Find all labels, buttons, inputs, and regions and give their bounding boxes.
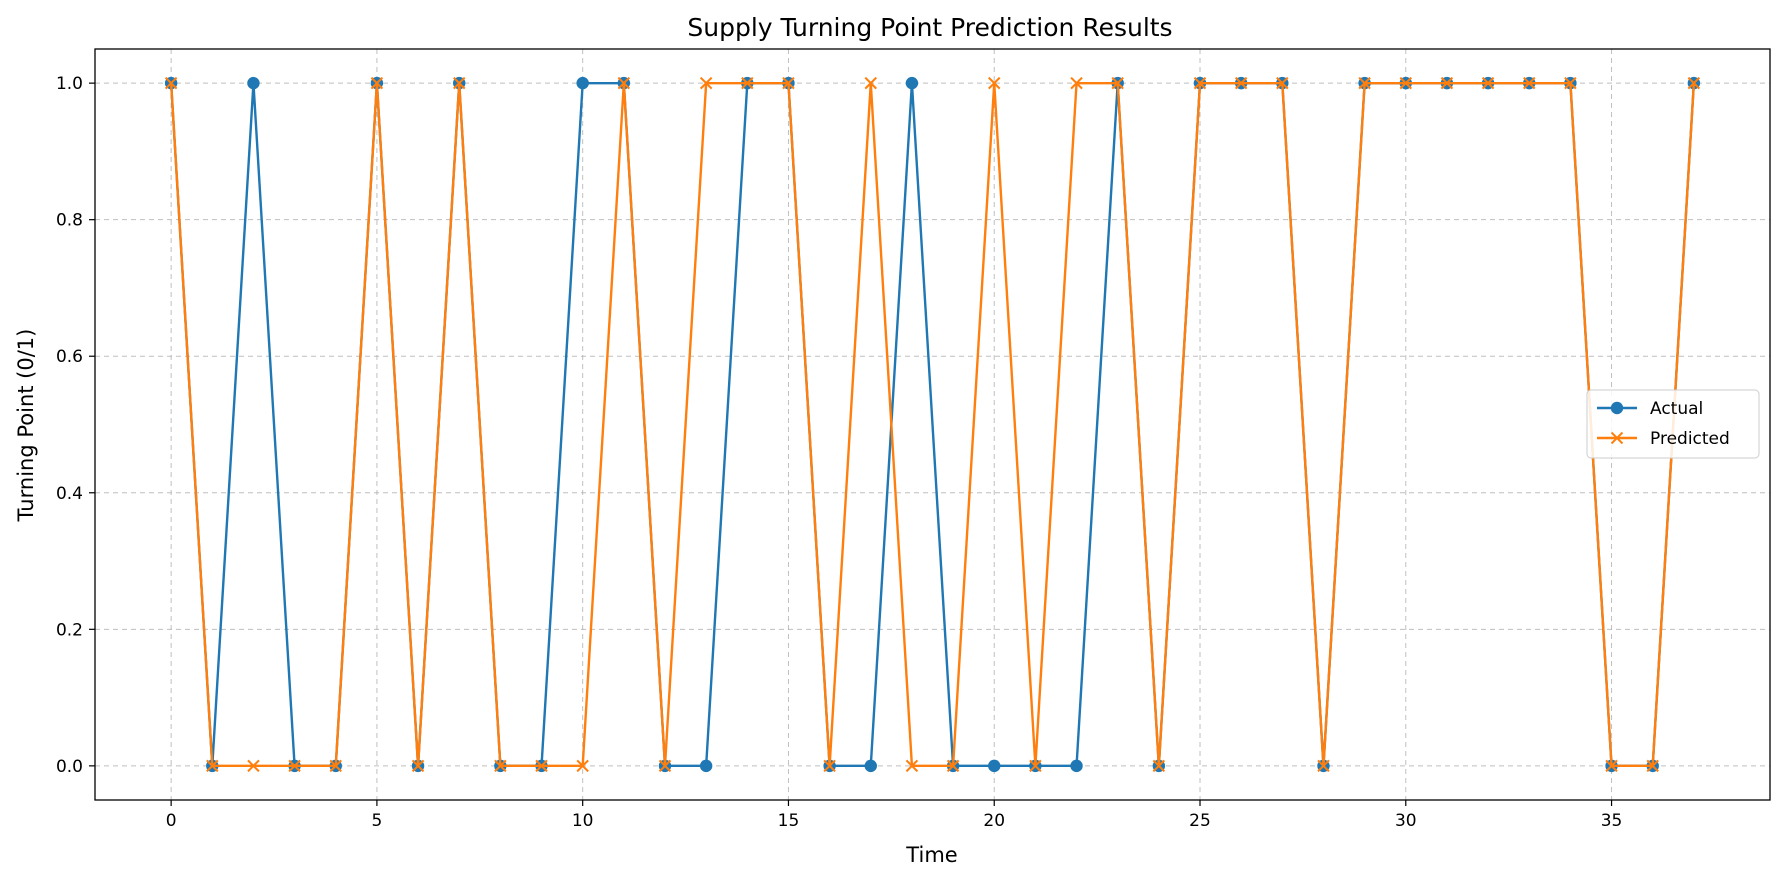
data-point — [453, 76, 466, 90]
data-point — [329, 759, 342, 773]
x-tick-label: 5 — [371, 811, 382, 831]
data-point — [864, 759, 877, 773]
data-point — [741, 76, 754, 90]
x-tick-label: 35 — [1601, 811, 1623, 831]
x-tick-label: 20 — [983, 811, 1005, 831]
legend-entry-actual: Actual — [1597, 399, 1703, 419]
data-point — [1605, 759, 1618, 773]
data-point — [1440, 76, 1454, 90]
x-axis-label: Time — [905, 843, 957, 867]
data-point — [494, 759, 507, 773]
data-point — [1523, 76, 1536, 90]
legend-label: Actual — [1650, 399, 1703, 419]
data-point — [1481, 76, 1495, 90]
data-point — [658, 759, 672, 773]
data-point — [370, 76, 384, 90]
data-point — [699, 76, 713, 90]
data-point — [288, 759, 301, 773]
data-point — [988, 76, 1001, 90]
y-axis: 0.0 0.2 0.4 0.6 0.8 1.0 — [56, 74, 95, 777]
legend-label: Predicted — [1650, 429, 1730, 449]
x-tick-label: 15 — [778, 811, 800, 831]
data-point — [864, 76, 877, 90]
x-tick-label: 0 — [166, 811, 177, 831]
data-point — [535, 759, 548, 773]
data-point — [206, 759, 219, 773]
data-point — [1152, 759, 1166, 773]
data-point — [1317, 759, 1330, 773]
x-tick-label: 30 — [1395, 811, 1417, 831]
y-tick-label: 0.6 — [56, 347, 83, 367]
data-point — [164, 76, 178, 90]
data-point — [1070, 759, 1083, 773]
data-point — [1687, 76, 1701, 90]
x-tick-label: 25 — [1189, 811, 1211, 831]
data-point — [905, 76, 919, 90]
data-point — [1070, 76, 1083, 90]
legend-marker — [1610, 431, 1624, 445]
data-point — [823, 759, 836, 773]
data-point — [1276, 76, 1289, 90]
data-point — [1564, 76, 1577, 90]
plot-frame — [94, 48, 1771, 801]
series-line-predicted — [169, 81, 1696, 768]
data-point — [1399, 76, 1412, 90]
legend: Actual Predicted — [1586, 389, 1760, 459]
series-predicted — [164, 76, 1701, 773]
data-point — [988, 759, 1001, 773]
data-point — [247, 759, 260, 773]
data-point — [1234, 76, 1248, 90]
y-tick-label: 0.4 — [56, 484, 83, 504]
y-tick-label: 0.0 — [56, 757, 83, 777]
data-point — [699, 759, 713, 773]
data-point — [946, 759, 960, 773]
y-axis-label: Turning Point (0/1) — [14, 329, 38, 523]
data-point — [1029, 759, 1042, 773]
series-layer — [164, 76, 1701, 773]
data-point — [411, 759, 425, 773]
data-point — [1193, 76, 1207, 90]
y-tick-label: 0.8 — [56, 211, 83, 231]
chart-title: Supply Turning Point Prediction Results — [687, 13, 1172, 42]
data-point — [576, 759, 589, 773]
legend-entry-predicted: Predicted — [1597, 429, 1730, 449]
data-point — [1111, 76, 1124, 90]
data-point — [576, 76, 589, 90]
x-tick-label: 10 — [572, 811, 594, 831]
y-tick-label: 1.0 — [56, 74, 83, 94]
y-tick-label: 0.2 — [56, 620, 83, 640]
data-point — [617, 76, 631, 90]
data-point — [247, 76, 260, 90]
data-point — [905, 759, 919, 773]
data-point — [1358, 76, 1371, 90]
data-point — [1646, 759, 1659, 773]
x-axis: 0 5 10 15 20 25 30 35 — [166, 800, 1623, 831]
legend-marker — [1610, 401, 1624, 415]
data-point — [782, 76, 795, 90]
